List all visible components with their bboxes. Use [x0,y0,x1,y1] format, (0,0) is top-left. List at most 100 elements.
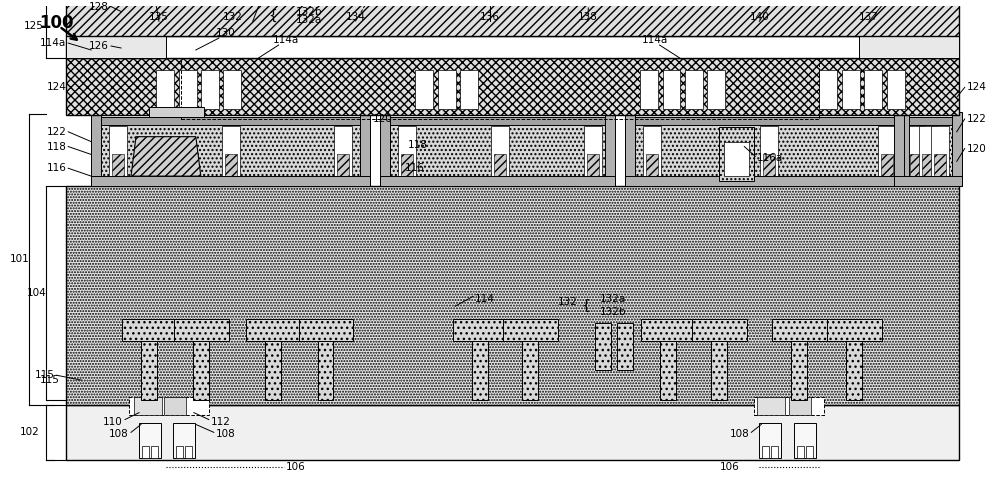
Bar [641,319,695,341]
Bar [899,112,909,186]
Bar [934,155,946,182]
Text: 108: 108 [109,429,129,440]
Bar [692,319,747,341]
Text: 134: 134 [345,13,365,22]
Bar [390,122,610,186]
Text: 132b: 132b [296,7,322,16]
Bar [122,319,177,341]
Bar [91,176,370,186]
Bar [101,122,360,186]
Bar [222,126,240,182]
Text: 132: 132 [223,13,243,22]
Bar [66,58,959,115]
Bar [134,397,162,414]
Bar [141,341,157,400]
Bar [265,341,281,400]
Text: 122: 122 [46,127,66,137]
Bar [415,70,433,109]
Bar [660,341,676,400]
Bar [635,117,904,125]
Bar [318,341,333,400]
Bar [827,319,882,341]
Bar [246,319,301,341]
Bar [101,117,360,125]
Text: 118: 118 [46,142,66,152]
Text: 114a: 114a [641,35,668,45]
Bar [112,155,124,182]
Bar [390,117,610,125]
Bar [842,70,860,109]
Text: 124: 124 [46,83,66,92]
Bar [129,397,209,414]
Bar [899,122,957,186]
Bar [771,446,778,458]
Text: 122: 122 [967,114,987,124]
Text: 108: 108 [216,429,236,440]
Bar [759,424,781,458]
Polygon shape [131,137,201,176]
Bar [173,424,195,458]
Bar [919,126,937,182]
Bar [142,446,149,458]
Bar [791,341,807,400]
Bar [337,155,349,182]
Bar [797,446,804,458]
Bar [646,155,658,182]
Bar [864,70,882,109]
Bar [846,341,862,400]
Text: 118: 118 [408,140,428,150]
Text: 104: 104 [26,288,46,298]
Text: 132a: 132a [296,15,322,26]
Bar [605,112,615,186]
Text: 130: 130 [216,28,236,38]
Text: 138: 138 [578,13,598,22]
Bar [587,155,599,182]
Text: 102: 102 [19,427,39,437]
Bar [109,126,127,182]
Bar [503,319,558,341]
Text: 114a: 114a [272,35,299,45]
Bar [66,0,959,36]
Bar [910,155,922,182]
Text: 120: 120 [373,114,392,124]
Bar [595,323,611,370]
Bar [617,323,633,370]
Bar [460,70,478,109]
Bar [760,126,778,182]
Bar [584,126,602,182]
Bar [201,70,219,109]
Bar [66,36,166,58]
Text: 124: 124 [967,83,987,92]
Text: 101: 101 [9,255,29,264]
Bar [139,424,161,458]
Text: 125: 125 [23,21,43,31]
Bar [894,112,904,186]
Bar [185,446,192,458]
Text: 115: 115 [39,375,59,385]
Bar [762,446,769,458]
Bar [225,155,237,182]
Bar [789,397,811,414]
Bar [685,70,703,109]
Bar [179,70,197,109]
Text: 106: 106 [719,462,739,472]
Text: 135: 135 [149,13,169,22]
Bar [952,112,962,186]
Bar [149,107,204,117]
Bar [491,126,509,182]
Bar [894,176,962,186]
Bar [754,397,824,414]
Bar [334,126,352,182]
Text: {: { [581,299,590,313]
Bar [643,126,661,182]
Bar [887,70,905,109]
Bar [66,405,959,460]
Bar [663,70,680,109]
Bar [174,319,229,341]
Bar [398,126,416,182]
Bar [453,319,508,341]
Bar [899,117,957,125]
Bar [711,341,727,400]
Text: 114: 114 [475,294,495,304]
Bar [772,319,827,341]
